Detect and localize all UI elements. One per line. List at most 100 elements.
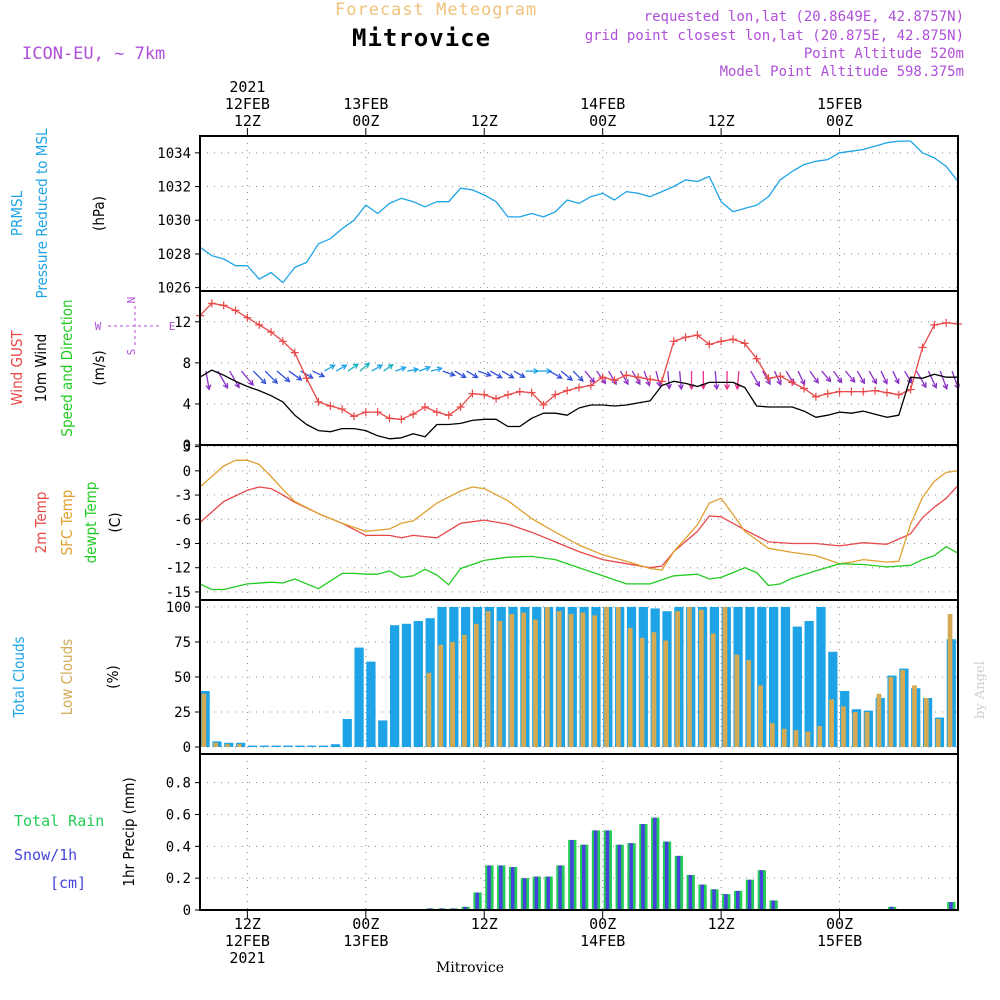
low-cloud-bar-32 [580,612,586,747]
low-cloud-bar-53 [829,699,834,747]
wind-arrow-2 [229,370,240,389]
wind-arrow-35 [619,370,629,386]
wind-arrow-shaft-25 [501,370,514,379]
wind-arrow-shaft-32 [584,370,595,383]
bottom-tick-label-5-0: 00Z [826,915,853,933]
gust-marker-32 [575,383,583,392]
total-cloud-bar-11 [330,744,341,747]
snow-bar-10 [546,876,551,910]
low-cloud-bar-36 [627,628,633,747]
low-cloud-bar-2 [225,744,230,747]
low-cloud-bar-47 [758,685,763,747]
snow-bar-22 [688,874,693,910]
wind-arrow-shaft-62 [939,370,948,390]
wind-arrow-head-51 [813,377,819,384]
wind-arrow-head-18 [424,365,432,372]
wind-arrow-48 [773,370,782,386]
wind-arrow-head-9 [318,371,326,378]
gust-marker-15 [373,408,382,417]
temperature-ytick-label-5: 0 [183,464,191,480]
low-cloud-bar-40 [675,611,680,747]
wind-arrow-62 [939,370,949,391]
pressure-label-0: PRMSL [8,190,26,236]
temperature-label-3: (C) [106,513,124,533]
snow-bar-13 [582,844,586,910]
snow-bar-14 [593,830,598,910]
wind-arrow-head-50 [799,379,806,386]
wind-arrow-42 [700,371,707,390]
wind-arrow-head-48 [776,379,782,386]
bottom-tick-label-1-1: 13FEB [343,932,388,950]
wind-arrow-head-58 [894,378,900,385]
precip-ytick-label-3: 0.6 [166,807,191,823]
gust-marker-17 [397,415,406,424]
gust-marker-14 [361,408,370,417]
low-cloud-bar-51 [805,731,811,747]
total-cloud-bar-14 [366,661,376,747]
wind-arrow-shaft-39 [667,371,671,389]
wind-arrow-shaft-9 [312,370,325,377]
wind-arrow-head-45 [734,384,741,391]
wind-arrow-51 [809,370,819,384]
wind-ytick-label-0: 0 [183,438,191,454]
wind-arrow-head-57 [882,378,888,385]
wind-arrow-22 [466,370,479,379]
snow-bar-17 [629,843,633,910]
wind-arrow-shaft-12 [347,363,359,372]
wind-arrow-head-38 [656,381,662,388]
gust-marker-33 [586,381,595,390]
wind-arrow-shaft-22 [466,370,478,379]
wind-arrow-head-16 [400,365,407,372]
wind-label-2: Speed and Direction [58,299,76,436]
gust-marker-10 [314,397,323,406]
precip-ytick-label-2: 0.4 [166,839,191,855]
gust-marker-30 [551,390,560,399]
pressure-series-0 [199,140,959,284]
wind-arrow-head-22 [472,372,479,379]
gust-marker-18 [409,410,418,419]
precip-ytick-label-4: 0.8 [166,776,191,792]
clouds-panel: 0 25 50 75 100 Total Clouds Low Clouds (%) [10,599,959,756]
wind-arrow-head-40 [677,384,684,391]
temperature-ytick-label-4: -3 [174,488,191,504]
wind-arrow-9 [312,370,326,378]
gust-marker-46 [740,339,749,348]
wind-panel: 0 4 8 12 Wind GUST 10m Wind Speed and Directio… [8,290,962,454]
gust-marker-11 [326,401,335,410]
wind-arrow-31 [572,370,584,382]
top-tick-label-5-0: 15FEB [817,95,862,113]
wind-arrow-50 [797,370,806,386]
model-altitude: Model Point Altitude 598.375m [719,64,964,80]
gust-marker-52 [811,392,820,401]
wind-arrow-head-5 [272,378,279,384]
wind-arrow-6 [276,370,291,383]
wind-arrow-shaft-31 [572,370,584,382]
compass-w: W [95,320,102,333]
pressure-ytick-label-3: 1032 [157,180,191,196]
wind-arrow-shaft-51 [809,370,819,384]
pressure-ytick-label-2: 1030 [157,213,191,229]
wind-arrow-head-1 [222,382,229,390]
clouds-ytick-label-0: 0 [183,740,191,756]
low-cloud-bar-1 [213,742,219,747]
clouds-ytick-label-4: 100 [166,600,191,616]
gust-marker-16 [385,414,394,423]
gust-marker-20 [432,408,441,417]
gust-marker-5 [255,320,264,329]
wind-arrow-head-28 [546,368,553,375]
gust-marker-39 [657,377,666,386]
wind-arrow-head-19 [436,366,443,373]
wind-arrow-27 [525,368,540,375]
wind-arrow-21 [454,370,467,379]
wind-arrow-head-26 [519,372,526,378]
wind-arrow-shaft-57 [880,370,888,384]
gust-marker-31 [563,386,572,395]
wind-arrow-15 [383,363,394,372]
clouds-ytick-label-1: 25 [174,705,191,721]
low-cloud-bar-57 [876,693,882,747]
snow-bar-19 [653,817,657,910]
precip-ytick-label-1: 0.2 [166,871,191,887]
wind-arrow-shaft-13 [359,362,370,372]
wind-frame [199,290,959,446]
low-cloud-bar-45 [734,654,740,747]
